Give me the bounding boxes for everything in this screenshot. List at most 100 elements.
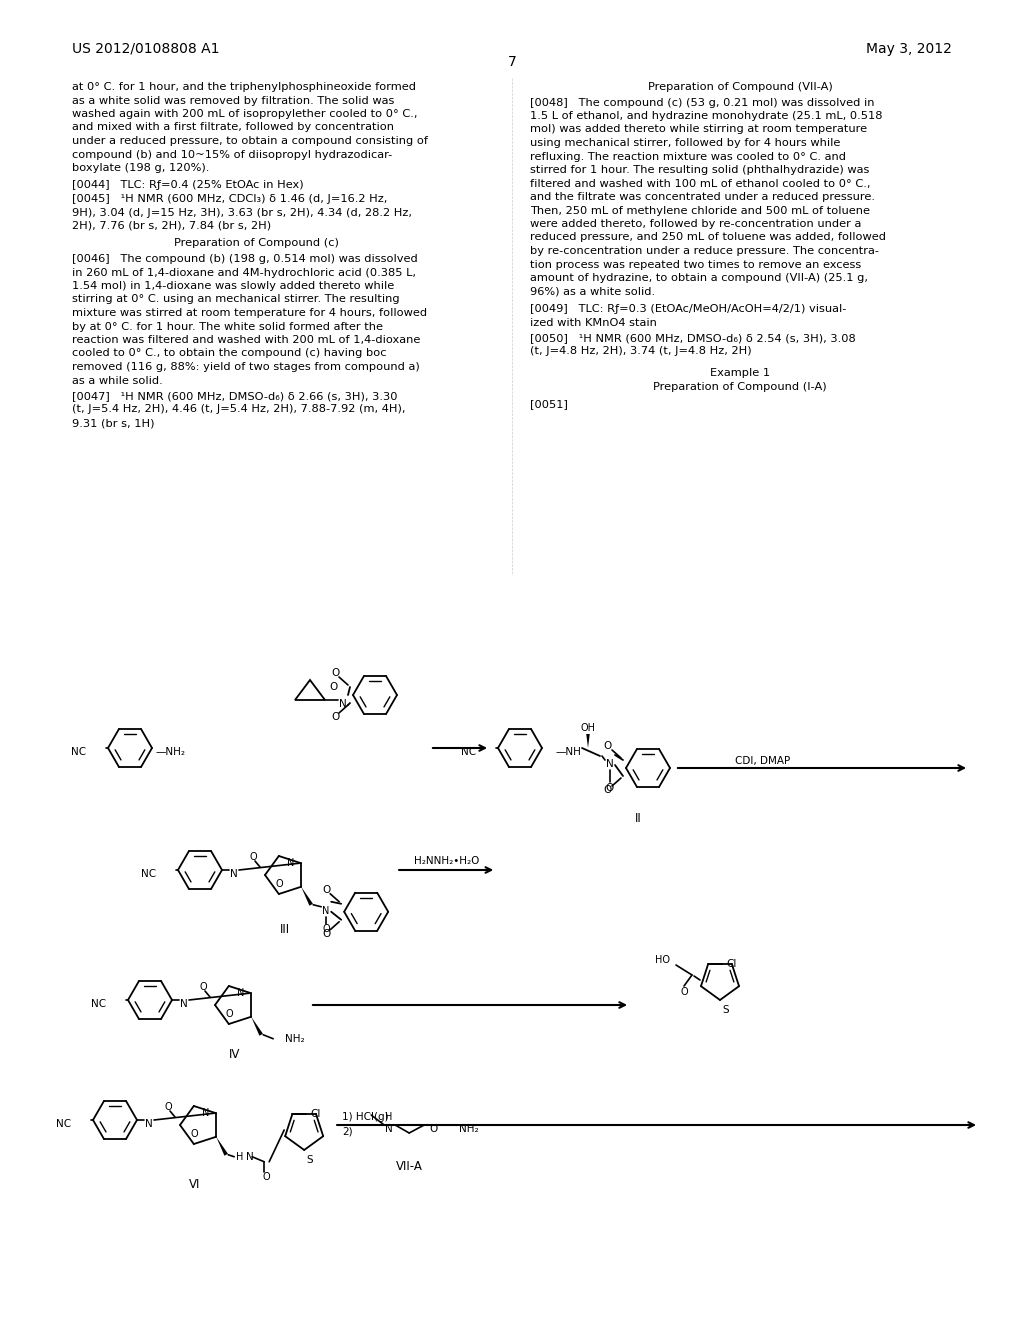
Text: N: N [323,906,330,916]
Text: NC: NC [71,747,86,756]
Text: Preparation of Compound (I-A): Preparation of Compound (I-A) [653,381,826,392]
Text: amount of hydrazine, to obtain a compound (VII-A) (25.1 g,: amount of hydrazine, to obtain a compoun… [530,273,868,282]
Text: N: N [339,700,347,709]
Text: O: O [323,924,330,933]
Text: [0048]   The compound (c) (53 g, 0.21 mol) was dissolved in: [0048] The compound (c) (53 g, 0.21 mol)… [530,98,874,107]
Text: mol) was added thereto while stirring at room temperature: mol) was added thereto while stirring at… [530,124,867,135]
Text: VI: VI [189,1177,201,1191]
Text: tion process was repeated two times to remove an excess: tion process was repeated two times to r… [530,260,861,269]
Text: stirred for 1 hour. The resulting solid (phthalhydrazide) was: stirred for 1 hour. The resulting solid … [530,165,869,176]
Text: under a reduced pressure, to obtain a compound consisting of: under a reduced pressure, to obtain a co… [72,136,428,147]
Text: O: O [249,851,257,862]
Text: N: N [385,1125,393,1134]
Polygon shape [216,1137,228,1156]
Text: removed (116 g, 88%: yield of two stages from compound a): removed (116 g, 88%: yield of two stages… [72,362,420,372]
Text: O: O [275,879,283,890]
Text: O: O [604,741,612,751]
Text: O: O [606,783,614,793]
Text: N: N [180,999,187,1008]
Text: O: O [164,1102,172,1111]
Text: Preparation of Compound (c): Preparation of Compound (c) [173,239,339,248]
Text: washed again with 200 mL of isopropylether cooled to 0° C.,: washed again with 200 mL of isopropyleth… [72,110,418,119]
Text: OH: OH [581,723,596,733]
Text: by re-concentration under a reduce pressure. The concentra-: by re-concentration under a reduce press… [530,246,879,256]
Text: ized with KMnO4 stain: ized with KMnO4 stain [530,318,656,327]
Text: 2H), 7.76 (br s, 2H), 7.84 (br s, 2H): 2H), 7.76 (br s, 2H), 7.84 (br s, 2H) [72,220,271,231]
Text: cooled to 0° C., to obtain the compound (c) having boc: cooled to 0° C., to obtain the compound … [72,348,386,359]
Text: boxylate (198 g, 120%).: boxylate (198 g, 120%). [72,162,209,173]
Text: O: O [429,1125,437,1134]
Text: NC: NC [91,999,106,1008]
Text: H: H [237,1152,244,1162]
Text: Cl: Cl [310,1109,321,1119]
Text: O: O [329,682,337,692]
Text: mixture was stirred at room temperature for 4 hours, followed: mixture was stirred at room temperature … [72,308,427,318]
Text: [0050]   ¹H NMR (600 MHz, DMSO-d₆) δ 2.54 (s, 3H), 3.08: [0050] ¹H NMR (600 MHz, DMSO-d₆) δ 2.54 … [530,333,856,343]
Text: Example 1: Example 1 [710,368,770,378]
Text: Preparation of Compound (VII-A): Preparation of Compound (VII-A) [647,82,833,92]
Text: NH₂: NH₂ [285,1034,305,1044]
Text: N: N [246,1152,254,1162]
Text: 1.5 L of ethanol, and hydrazine monohydrate (25.1 mL, 0.518: 1.5 L of ethanol, and hydrazine monohydr… [530,111,883,121]
Text: compound (b) and 10~15% of diisopropyl hydrazodicar-: compound (b) and 10~15% of diisopropyl h… [72,149,392,160]
Text: N: N [145,1119,153,1129]
Text: May 3, 2012: May 3, 2012 [866,42,952,55]
Text: [0045]   ¹H NMR (600 MHz, CDCl₃) δ 1.46 (d, J=16.2 Hz,: [0045] ¹H NMR (600 MHz, CDCl₃) δ 1.46 (d… [72,194,387,205]
Text: stirring at 0° C. using an mechanical stirrer. The resulting: stirring at 0° C. using an mechanical st… [72,294,399,305]
Text: reduced pressure, and 250 mL of toluene was added, followed: reduced pressure, and 250 mL of toluene … [530,232,886,243]
Text: O: O [190,1129,198,1139]
Text: NC: NC [56,1119,71,1129]
Text: reaction was filtered and washed with 200 mL of 1,4-dioxane: reaction was filtered and washed with 20… [72,335,421,345]
Text: O: O [331,711,339,722]
Text: IV: IV [229,1048,241,1061]
Text: in 260 mL of 1,4-dioxane and 4M-hydrochloric acid (0.385 L,: in 260 mL of 1,4-dioxane and 4M-hydrochl… [72,268,416,277]
Text: S: S [307,1155,313,1166]
Text: N: N [230,869,238,879]
Text: N: N [238,989,245,998]
Text: N: N [203,1109,210,1118]
Text: filtered and washed with 100 mL of ethanol cooled to 0° C.,: filtered and washed with 100 mL of ethan… [530,178,870,189]
Text: CDI, DMAP: CDI, DMAP [735,756,791,766]
Polygon shape [587,734,590,748]
Text: O: O [604,785,612,795]
Text: [0046]   The compound (b) (198 g, 0.514 mol) was dissolved: [0046] The compound (b) (198 g, 0.514 mo… [72,253,418,264]
Text: as a white solid was removed by filtration. The solid was: as a white solid was removed by filtrati… [72,95,394,106]
Text: 9H), 3.04 (d, J=15 Hz, 3H), 3.63 (br s, 2H), 4.34 (d, 28.2 Hz,: 9H), 3.04 (d, J=15 Hz, 3H), 3.63 (br s, … [72,207,412,218]
Text: N: N [288,858,295,869]
Text: O: O [262,1172,270,1181]
Text: 7: 7 [508,55,516,69]
Text: using mechanical stirrer, followed by for 4 hours while: using mechanical stirrer, followed by fo… [530,139,841,148]
Text: at 0° C. for 1 hour, and the triphenylphosphineoxide formed: at 0° C. for 1 hour, and the triphenylph… [72,82,416,92]
Text: H: H [385,1111,393,1122]
Text: O: O [323,929,331,939]
Text: [0049]   TLC: Rƒ=0.3 (EtOAc/MeOH/AcOH=4/2/1) visual-: [0049] TLC: Rƒ=0.3 (EtOAc/MeOH/AcOH=4/2/… [530,304,847,314]
Text: (t, J=5.4 Hz, 2H), 4.46 (t, J=5.4 Hz, 2H), 7.88-7.92 (m, 4H),: (t, J=5.4 Hz, 2H), 4.46 (t, J=5.4 Hz, 2H… [72,404,406,414]
Text: 9.31 (br s, 1H): 9.31 (br s, 1H) [72,418,155,428]
Text: O: O [225,1008,232,1019]
Text: as a while solid.: as a while solid. [72,375,163,385]
Text: 1) HCl(g): 1) HCl(g) [342,1111,389,1122]
Text: [0044]   TLC: Rƒ=0.4 (25% EtOAc in Hex): [0044] TLC: Rƒ=0.4 (25% EtOAc in Hex) [72,181,304,190]
Text: were added thereto, followed by re-concentration under a: were added thereto, followed by re-conce… [530,219,861,228]
Text: N: N [606,759,613,770]
Text: —NH₂: —NH₂ [156,747,186,756]
Polygon shape [251,1016,263,1036]
Text: NC: NC [141,869,156,879]
Text: O: O [331,668,339,678]
Text: III: III [280,923,290,936]
Polygon shape [301,887,313,906]
Text: 2): 2) [342,1126,353,1137]
Text: O: O [680,987,688,997]
Text: US 2012/0108808 A1: US 2012/0108808 A1 [72,42,219,55]
Text: O: O [323,884,331,895]
Text: by at 0° C. for 1 hour. The white solid formed after the: by at 0° C. for 1 hour. The white solid … [72,322,383,331]
Text: and mixed with a first filtrate, followed by concentration: and mixed with a first filtrate, followe… [72,123,394,132]
Text: II: II [635,812,641,825]
Text: NC: NC [461,747,476,756]
Text: refluxing. The reaction mixture was cooled to 0° C. and: refluxing. The reaction mixture was cool… [530,152,846,161]
Text: HO: HO [655,954,670,965]
Text: O: O [200,982,207,993]
Text: NH₂: NH₂ [459,1125,479,1134]
Text: H₂NNH₂•H₂O: H₂NNH₂•H₂O [414,855,479,866]
Text: 1.54 mol) in 1,4-dioxane was slowly added thereto while: 1.54 mol) in 1,4-dioxane was slowly adde… [72,281,394,290]
